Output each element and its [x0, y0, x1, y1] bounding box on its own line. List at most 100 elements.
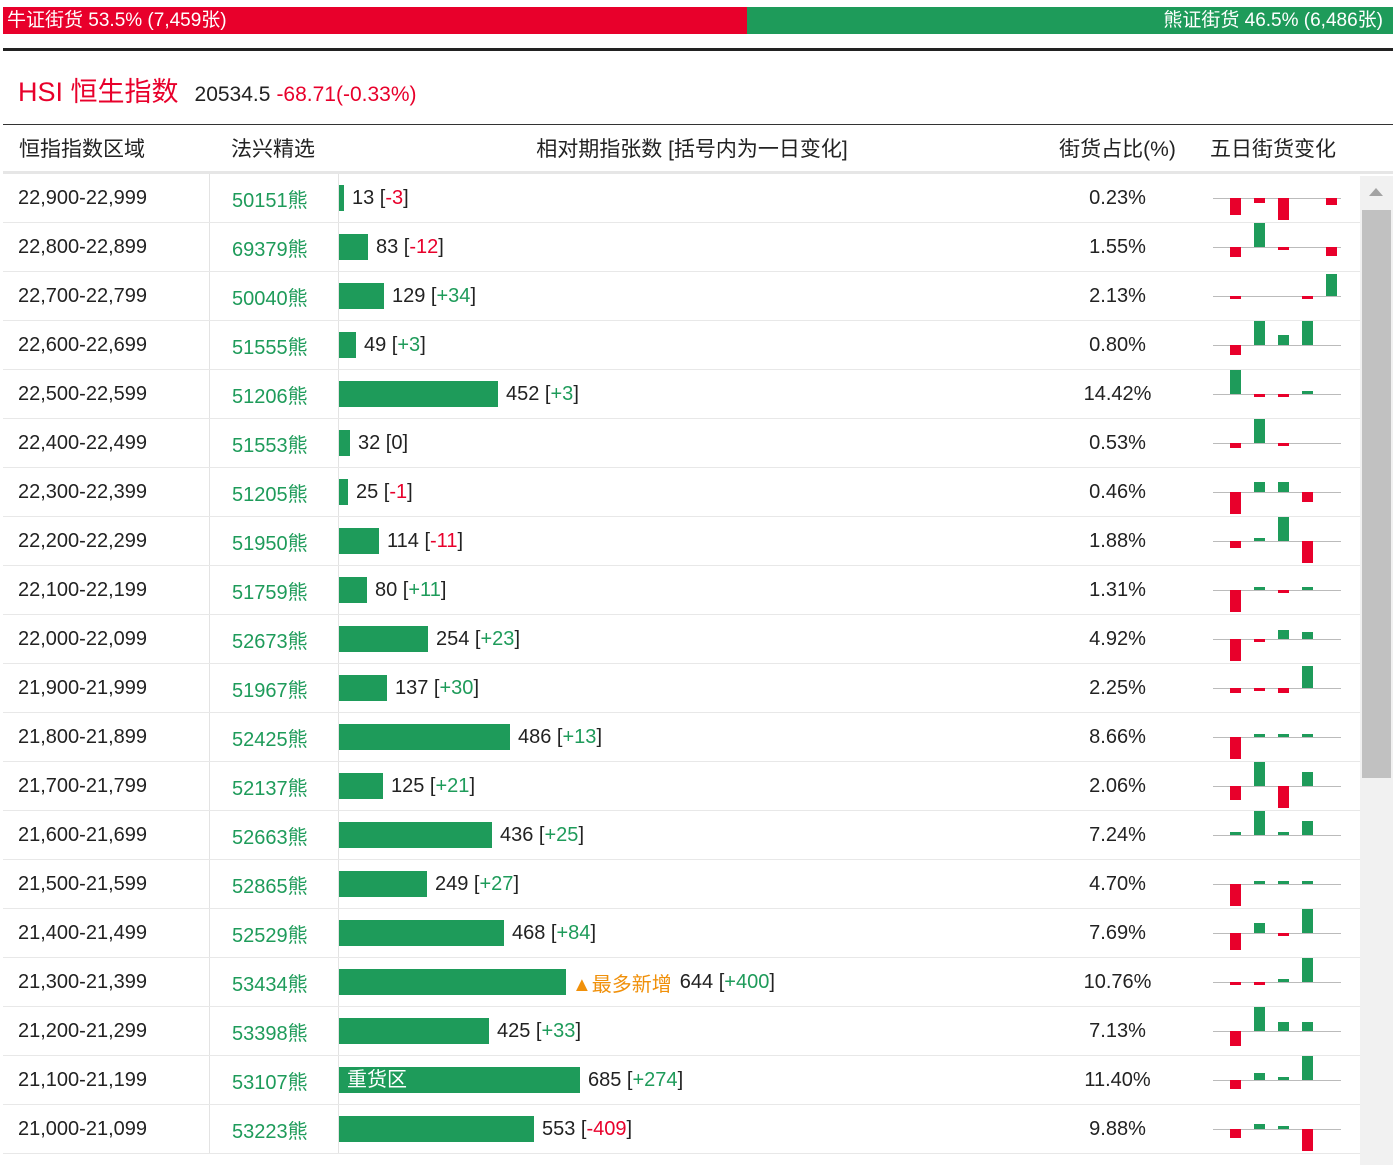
count-number: 249 — [435, 872, 469, 895]
count-cell: 114 [-11] — [339, 517, 1045, 565]
five-day-change-bar — [1254, 762, 1265, 786]
warrant-code-link[interactable]: 52425熊 — [209, 713, 339, 761]
range-cell: 21,200-21,299 — [18, 1019, 148, 1042]
daily-change: +25 — [544, 823, 579, 846]
warrant-code-link[interactable]: 53434熊 — [209, 958, 339, 1006]
five-day-change-bar — [1230, 296, 1241, 299]
range-cell: 22,000-22,099 — [18, 627, 148, 650]
scroll-up-arrow-icon[interactable] — [1369, 188, 1383, 196]
count-cell: ▲最多新增 644 [+400] — [339, 958, 1045, 1006]
share-cell: 9.88% — [1089, 1117, 1146, 1140]
count-cell: 468 [+84] — [339, 909, 1045, 957]
warrant-code-link[interactable]: 69379熊 — [209, 223, 339, 271]
five-day-change-bar — [1254, 1007, 1265, 1031]
count-number: 125 — [391, 774, 425, 797]
five-day-change-bar — [1230, 982, 1241, 985]
daily-change: -11 — [430, 529, 458, 552]
five-day-change-bar — [1278, 247, 1289, 250]
warrant-code-link[interactable]: 52137熊 — [209, 762, 339, 810]
range-cell: 21,700-21,799 — [18, 774, 148, 797]
range-cell: 21,400-21,499 — [18, 921, 148, 944]
bracket-open: [ — [386, 333, 398, 356]
five-day-change-bar — [1302, 541, 1313, 563]
table-body[interactable]: 22,900-22,999 50151熊 13 [-3] 0.23% 22,800-22… — [3, 174, 1393, 1157]
five-day-change-bar — [1254, 1073, 1265, 1080]
bracket-open: [ — [713, 970, 725, 993]
warrant-code-link[interactable]: 51205熊 — [209, 468, 339, 516]
count-cell: 125 [+21] — [339, 762, 1045, 810]
warrant-code-link[interactable]: 52529熊 — [209, 909, 339, 957]
bracket-open: [ — [530, 1019, 542, 1042]
five-day-change-bar — [1302, 909, 1313, 933]
share-cell: 2.06% — [1089, 774, 1146, 797]
count-bar — [339, 479, 348, 505]
count-value: 114 [-11] — [387, 530, 463, 553]
five-day-change-bar — [1230, 1031, 1241, 1046]
header-divider — [3, 48, 1393, 51]
warrant-code-link[interactable]: 51967熊 — [209, 664, 339, 712]
warrant-code-link[interactable]: 51555熊 — [209, 321, 339, 369]
warrant-code-link[interactable]: 52663熊 — [209, 811, 339, 859]
count-value: 452 [+3] — [506, 383, 579, 406]
warrant-code-link[interactable]: 50151熊 — [209, 174, 339, 222]
range-cell: 22,200-22,299 — [18, 529, 148, 552]
share-cell: 7.24% — [1089, 823, 1146, 846]
bull-bear-ratio-bar: 牛证街货 53.5% (7,459张) 熊证街货 46.5% (6,486张) — [3, 7, 1393, 34]
count-bar — [339, 675, 387, 701]
share-cell: 10.76% — [1083, 970, 1152, 993]
five-day-change-bar — [1302, 1129, 1313, 1151]
daily-change: +33 — [541, 1019, 576, 1042]
share-cell: 1.55% — [1089, 235, 1146, 258]
spark-baseline — [1213, 296, 1341, 297]
count-value: 436 [+25] — [500, 824, 584, 847]
daily-change: +23 — [480, 627, 515, 650]
table-row: 22,800-22,899 69379熊 83 [-12] 1.55% — [3, 223, 1360, 272]
five-day-change-bar — [1278, 590, 1289, 593]
range-cell: 21,900-21,999 — [18, 676, 148, 699]
five-day-change-bar — [1254, 811, 1265, 835]
bracket-open: [ — [539, 382, 551, 405]
count-value: 125 [+21] — [391, 775, 475, 798]
count-cell: 452 [+3] — [339, 370, 1045, 418]
warrant-code-link[interactable]: 51950熊 — [209, 517, 339, 565]
five-day-change-bar — [1254, 394, 1265, 397]
daily-change: +30 — [439, 676, 474, 699]
count-number: 468 — [512, 921, 546, 944]
five-day-change-bar — [1326, 247, 1337, 256]
warrant-code-link[interactable]: 52673熊 — [209, 615, 339, 663]
count-bar — [339, 969, 566, 995]
five-day-change-bar — [1254, 587, 1265, 590]
count-number: 114 — [387, 529, 419, 552]
warrant-code-link[interactable]: 53107熊 — [209, 1056, 339, 1104]
table-row: 21,700-21,799 52137熊 125 [+21] 2.06% — [3, 762, 1360, 811]
count-bar — [339, 430, 350, 456]
scrollbar-thumb[interactable] — [1362, 210, 1391, 778]
warrant-code-link[interactable]: 51553熊 — [209, 419, 339, 467]
warrant-code-link[interactable]: 52865熊 — [209, 860, 339, 908]
bracket-close: ] — [575, 1019, 581, 1042]
five-day-change-chart — [1190, 762, 1360, 810]
five-day-change-bar — [1302, 734, 1313, 737]
bracket-close: ] — [677, 1068, 684, 1091]
warrant-code-link[interactable]: 53223熊 — [209, 1105, 339, 1153]
five-day-change-bar — [1230, 688, 1241, 693]
vertical-scrollbar[interactable] — [1360, 176, 1393, 1165]
range-cell: 22,100-22,199 — [18, 578, 148, 601]
table-row: 22,900-22,999 50151熊 13 [-3] 0.23% — [3, 174, 1360, 223]
count-cell: 137 [+30] — [339, 664, 1045, 712]
warrant-code-link[interactable]: 53398熊 — [209, 1007, 339, 1055]
bracket-close: ] — [469, 774, 475, 797]
five-day-change-bar — [1230, 541, 1241, 548]
five-day-change-bar — [1278, 786, 1289, 808]
five-day-change-bar — [1278, 933, 1289, 936]
table-row: 21,300-21,399 53434熊 ▲最多新增 644 [+400] 10.76% — [3, 958, 1360, 1007]
warrant-code-link[interactable]: 51759熊 — [209, 566, 339, 614]
five-day-change-bar — [1254, 198, 1265, 203]
warrant-code-link[interactable]: 50040熊 — [209, 272, 339, 320]
five-day-change-bar — [1230, 590, 1241, 612]
warrant-code-link[interactable]: 51206熊 — [209, 370, 339, 418]
five-day-change-chart — [1190, 468, 1360, 516]
count-value: 83 [-12] — [376, 236, 444, 259]
five-day-change-bar — [1302, 321, 1313, 345]
five-day-change-bar — [1230, 933, 1241, 950]
